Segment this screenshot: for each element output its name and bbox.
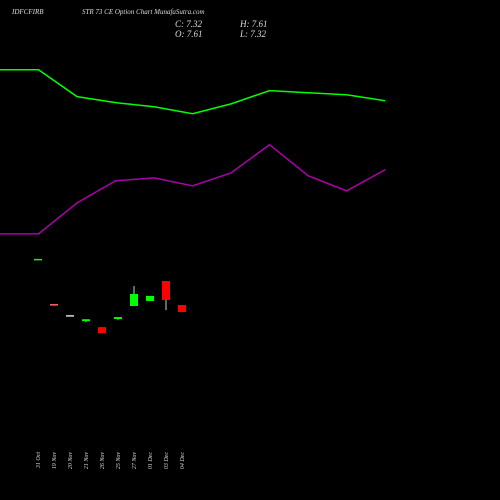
x-tick-label: 20 Nov: [68, 452, 74, 470]
x-tick-label: 01 Dec: [148, 452, 154, 469]
x-tick-label: 21 Nov: [84, 452, 90, 470]
candle-body: [82, 319, 90, 322]
x-tick-label: 19 Nov: [52, 452, 58, 470]
x-tick-label: 25 Nov: [116, 452, 122, 470]
info-high: H: 7.61: [239, 19, 268, 29]
x-tick-label: 27 Nov: [132, 452, 138, 470]
candle-body: [34, 258, 42, 261]
candle-body: [130, 293, 138, 307]
info-close: C: 7.32: [175, 19, 203, 29]
x-tick-label: 31 Oct: [36, 452, 42, 469]
candle-body: [162, 281, 170, 300]
x-tick-label: 03 Dec: [164, 452, 170, 469]
chart-title: IDFCFIRB: [11, 8, 44, 16]
info-open: O: 7.61: [175, 29, 203, 39]
candle-body: [50, 304, 58, 306]
indicator-line: [0, 143, 386, 235]
x-tick-label: 04 Dec: [179, 452, 186, 469]
indicator-line: [0, 68, 386, 115]
info-low: L: 7.32: [239, 29, 267, 39]
candle-body: [146, 295, 154, 301]
candle-body: [114, 317, 122, 319]
candle-body: [66, 315, 74, 317]
candle-body: [98, 327, 106, 334]
x-tick-label: 26 Nov: [100, 452, 106, 470]
candle-body: [178, 305, 186, 313]
chart-subtitle: STR 73 CE Option Chart MunafaSutra.com: [82, 8, 205, 16]
